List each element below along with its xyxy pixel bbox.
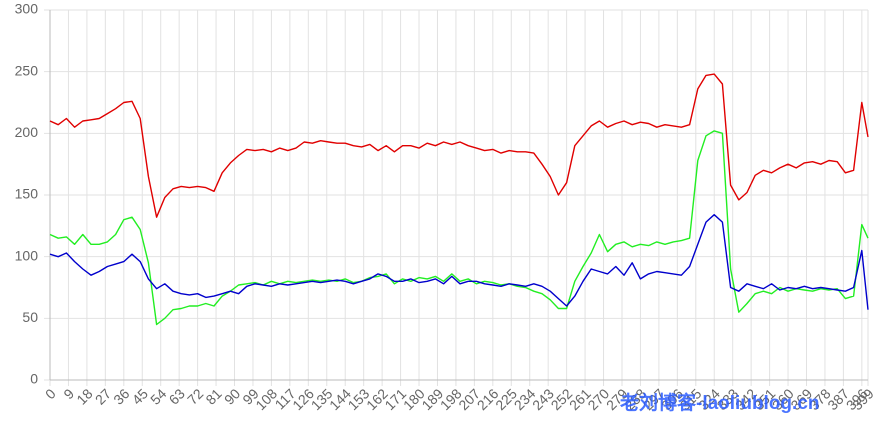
series-line [49, 130, 869, 326]
y-tick-label: 150 [15, 186, 39, 202]
x-tick-label: 0 [42, 385, 59, 402]
watermark: 老刘博客-laoliublog.cn [620, 391, 820, 414]
y-tick-label: 200 [15, 124, 39, 140]
series-line [49, 73, 869, 218]
series-line [49, 214, 869, 310]
y-tick-label: 0 [30, 371, 38, 387]
y-tick-label: 100 [15, 247, 39, 263]
y-tick-label: 250 [15, 62, 39, 78]
y-tick-label: 50 [22, 309, 38, 325]
y-tick-label: 300 [15, 1, 39, 17]
